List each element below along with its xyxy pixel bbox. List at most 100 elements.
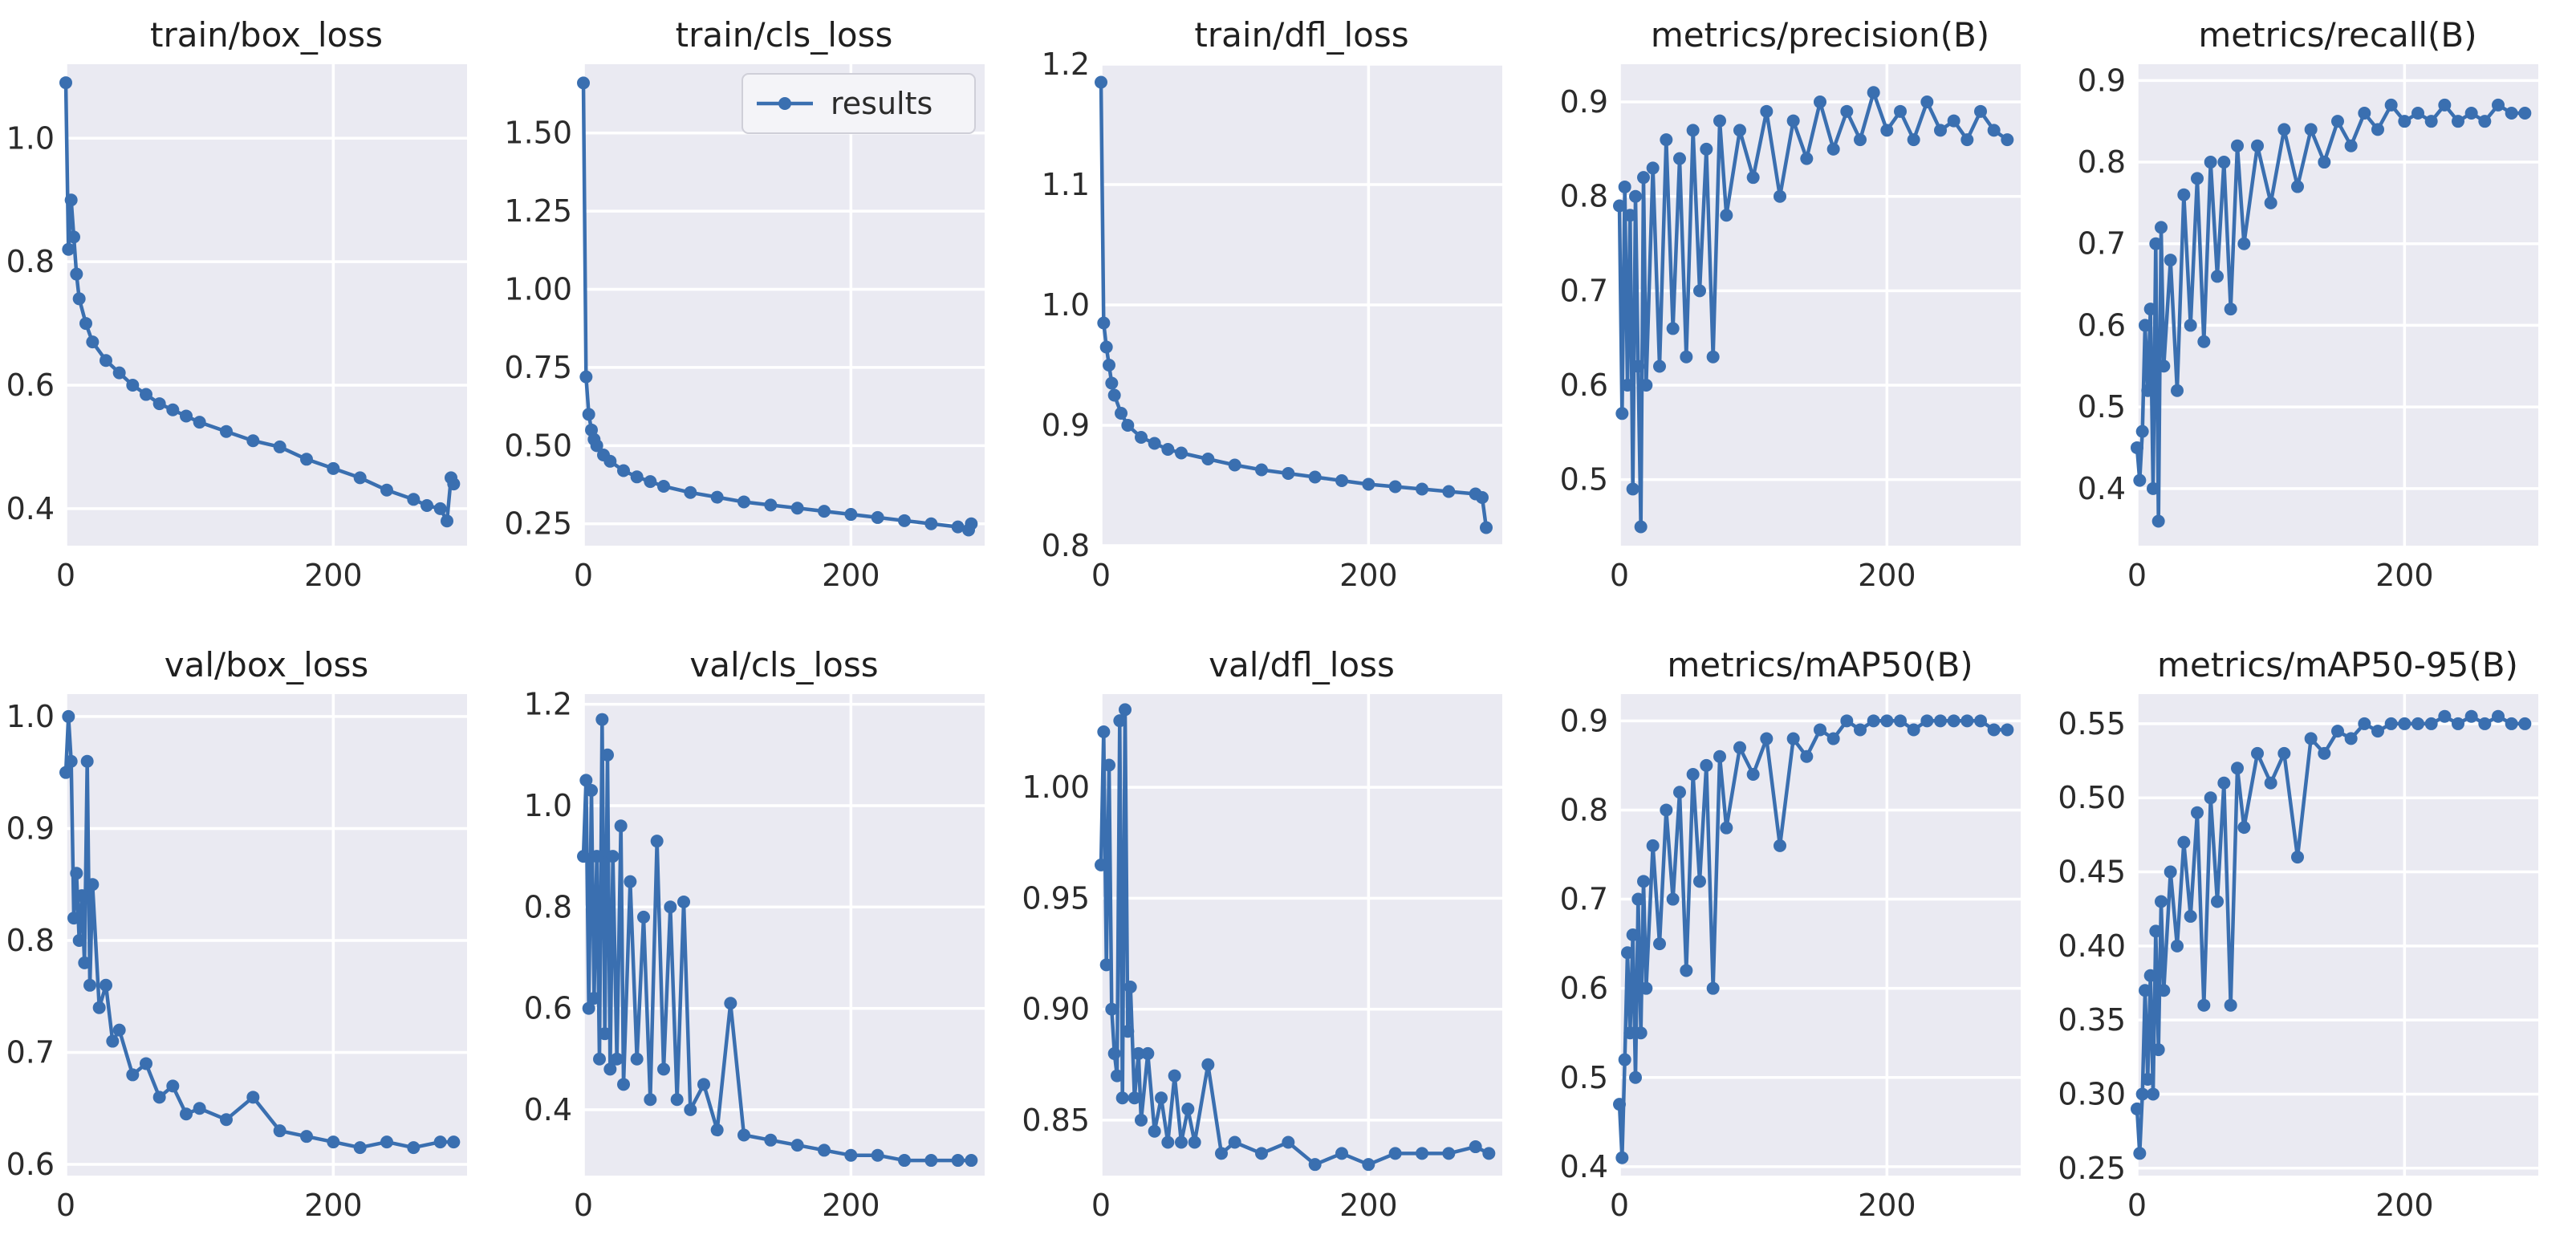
data-point bbox=[2518, 107, 2532, 120]
data-point bbox=[1934, 714, 1947, 728]
data-point bbox=[220, 424, 233, 438]
data-point bbox=[2224, 303, 2237, 316]
y-tick-label: 0.8 bbox=[2078, 144, 2126, 180]
data-point bbox=[2237, 821, 2251, 835]
data-point bbox=[2184, 909, 2197, 923]
y-tick-label: 0.8 bbox=[524, 889, 572, 924]
data-point bbox=[2149, 237, 2163, 250]
data-point bbox=[630, 1052, 644, 1066]
data-point bbox=[100, 354, 112, 368]
data-point bbox=[582, 1001, 595, 1015]
data-point bbox=[1907, 133, 1920, 147]
data-point bbox=[1733, 124, 1746, 137]
data-point bbox=[1934, 124, 1947, 137]
data-point bbox=[598, 1027, 611, 1041]
data-point bbox=[1629, 189, 1642, 203]
data-point bbox=[64, 754, 78, 768]
data-point bbox=[577, 76, 590, 90]
chart-title: metrics/recall(B) bbox=[2198, 15, 2476, 55]
data-point bbox=[1615, 407, 1629, 420]
data-point bbox=[657, 479, 670, 493]
data-point bbox=[2135, 1087, 2149, 1101]
x-tick-label: 200 bbox=[822, 558, 880, 593]
data-point bbox=[1115, 1091, 1129, 1105]
data-point bbox=[1442, 1147, 1456, 1160]
data-point bbox=[1105, 376, 1119, 390]
data-point bbox=[1686, 768, 1700, 781]
data-point bbox=[72, 933, 86, 947]
data-point bbox=[1416, 1147, 1428, 1160]
data-point bbox=[78, 956, 91, 969]
chart-title: val/dfl_loss bbox=[1209, 645, 1395, 684]
data-point bbox=[1840, 714, 1854, 728]
data-point bbox=[1155, 1091, 1168, 1105]
data-point bbox=[1867, 86, 1880, 100]
y-tick-label: 0.6 bbox=[6, 1147, 55, 1182]
data-point bbox=[2291, 180, 2304, 193]
data-point bbox=[1362, 477, 1375, 491]
data-point bbox=[1388, 1147, 1402, 1160]
data-point bbox=[617, 464, 630, 477]
data-point bbox=[924, 1154, 938, 1168]
data-point bbox=[2464, 709, 2478, 723]
data-point bbox=[2204, 791, 2217, 805]
data-point bbox=[180, 1107, 193, 1121]
y-tick-label: 0.4 bbox=[6, 491, 55, 526]
y-tick-label: 0.7 bbox=[1560, 882, 1608, 917]
data-point bbox=[579, 774, 593, 787]
data-point bbox=[1626, 928, 1639, 941]
data-point bbox=[100, 978, 112, 992]
panel-val-dfl-loss: val/dfl_loss 0 200 0.85 0.90 0.95 1.00 bbox=[1022, 645, 1502, 1223]
data-point bbox=[2398, 115, 2411, 128]
y-tick-label: 0.6 bbox=[2078, 307, 2126, 343]
data-point bbox=[1128, 1091, 1141, 1105]
data-point bbox=[684, 485, 697, 499]
data-point bbox=[112, 1023, 126, 1037]
data-point bbox=[1854, 133, 1867, 147]
data-point bbox=[2211, 270, 2224, 283]
data-point bbox=[2157, 984, 2171, 997]
data-point bbox=[582, 408, 595, 421]
data-point bbox=[1854, 723, 1867, 737]
data-point bbox=[1255, 463, 1268, 477]
data-point bbox=[844, 508, 858, 522]
x-tick-label: 200 bbox=[1339, 558, 1398, 593]
data-point bbox=[1706, 981, 1720, 995]
data-point bbox=[62, 242, 75, 256]
data-point bbox=[1623, 209, 1637, 222]
data-point bbox=[818, 505, 831, 518]
data-point bbox=[1228, 1135, 1241, 1149]
legend-box bbox=[742, 73, 976, 134]
data-point bbox=[2224, 998, 2237, 1012]
data-point bbox=[72, 292, 86, 306]
data-point bbox=[1733, 741, 1746, 754]
chart-title: train/cls_loss bbox=[676, 15, 893, 55]
x-tick-label: 0 bbox=[574, 558, 593, 593]
data-point bbox=[2424, 717, 2438, 730]
data-point bbox=[1660, 133, 1673, 147]
data-point bbox=[2452, 115, 2464, 128]
data-point bbox=[587, 991, 601, 1005]
y-tick-label: 0.4 bbox=[2078, 471, 2126, 506]
y-tick-label: 0.25 bbox=[504, 506, 572, 542]
data-point bbox=[2164, 254, 2177, 267]
data-point bbox=[664, 900, 677, 914]
data-point bbox=[2505, 107, 2518, 120]
data-point bbox=[764, 1133, 778, 1147]
y-tick-label: 0.7 bbox=[6, 1035, 55, 1070]
data-point bbox=[1960, 133, 1974, 147]
data-point bbox=[1639, 981, 1653, 995]
data-point bbox=[2411, 717, 2424, 730]
data-point bbox=[2371, 725, 2384, 738]
x-tick-label: 200 bbox=[304, 558, 363, 593]
data-point bbox=[2398, 717, 2411, 730]
y-tick-label: 0.75 bbox=[504, 350, 572, 385]
data-point bbox=[657, 1062, 670, 1076]
data-point bbox=[353, 471, 367, 485]
data-point bbox=[610, 1052, 624, 1066]
data-point bbox=[273, 440, 286, 453]
data-point bbox=[614, 819, 628, 833]
data-point bbox=[1626, 482, 1639, 496]
data-point bbox=[1774, 839, 1786, 852]
data-point bbox=[2304, 123, 2318, 136]
